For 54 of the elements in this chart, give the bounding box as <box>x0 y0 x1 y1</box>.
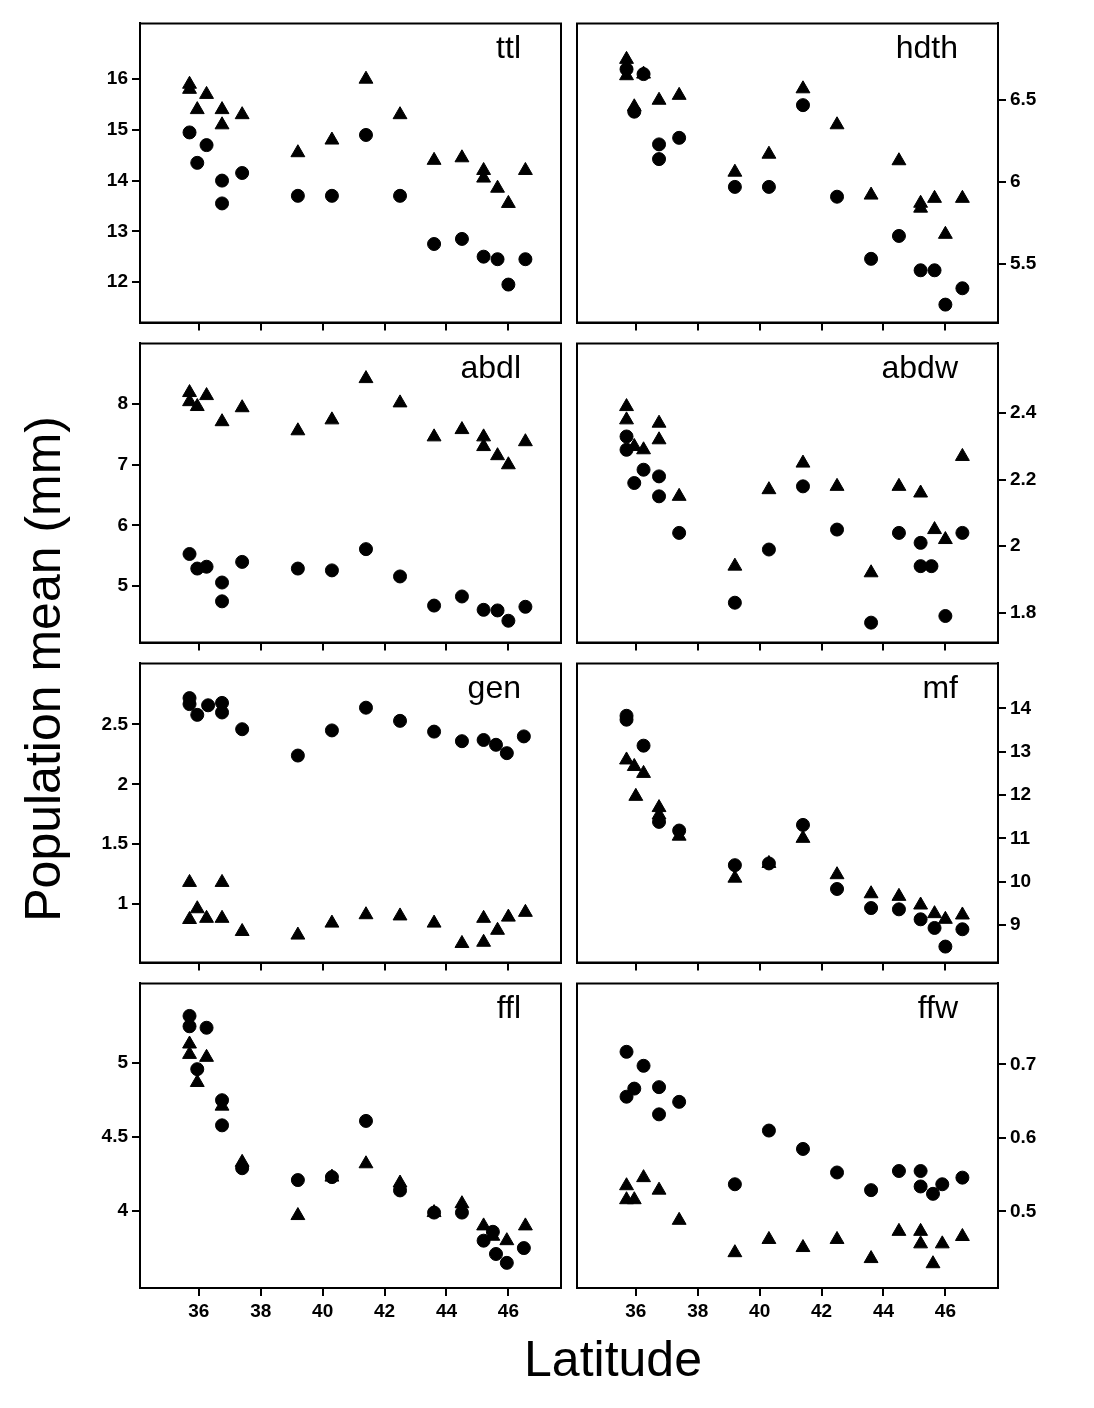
chart-title: ffw <box>917 989 959 1026</box>
x-tick-label: 46 <box>497 1299 519 1321</box>
y-tick-label: 0.7 <box>1010 1052 1037 1074</box>
y-tick-label: 6 <box>117 513 128 535</box>
y-tick-label: 14 <box>106 168 129 190</box>
y-tick-label: 1.5 <box>101 832 129 854</box>
y-axis-title: Population mean (mm) <box>14 416 72 922</box>
x-tick-label: 44 <box>435 1299 458 1321</box>
y-tick-label: 5 <box>117 574 129 596</box>
y-tick-label: 15 <box>106 118 129 140</box>
y-tick-label: 4 <box>117 1199 129 1221</box>
x-tick-label: 36 <box>625 1299 647 1321</box>
x-tick-label: 38 <box>687 1299 709 1321</box>
y-tick-label: 11 <box>1010 826 1031 848</box>
y-tick-label: 6.5 <box>1010 88 1037 110</box>
x-tick-label: 40 <box>749 1299 771 1321</box>
x-tick-label: 42 <box>373 1299 396 1321</box>
y-tick-label: 1 <box>117 892 129 914</box>
x-tick-label: 44 <box>872 1299 895 1321</box>
y-tick-label: 12 <box>106 270 128 292</box>
y-tick-label: 16 <box>106 67 128 89</box>
chart-title: hdth <box>895 29 958 66</box>
chart-title: ttl <box>496 29 521 66</box>
x-tick-label: 42 <box>810 1299 833 1321</box>
y-tick-label: 12 <box>1010 783 1032 805</box>
y-tick-label: 14 <box>1010 696 1032 718</box>
y-tick-label: 2 <box>1010 534 1021 556</box>
y-tick-label: 13 <box>1010 739 1032 761</box>
y-tick-label: 0.6 <box>1010 1126 1037 1148</box>
y-tick-label: 2.5 <box>101 712 129 734</box>
x-tick-label: 36 <box>188 1299 210 1321</box>
y-tick-label: 13 <box>106 219 128 241</box>
y-tick-label: 5 <box>117 1051 129 1073</box>
y-tick-label: 4.5 <box>101 1125 129 1147</box>
y-tick-label: 1.8 <box>1010 600 1037 622</box>
chart-title: gen <box>467 669 521 706</box>
x-tick-label: 46 <box>934 1299 956 1321</box>
y-tick-label: 8 <box>117 392 128 414</box>
x-tick-label: 38 <box>250 1299 272 1321</box>
chart-title: ffl <box>496 989 521 1026</box>
y-tick-label: 2.2 <box>1010 467 1037 489</box>
y-tick-label: 5.5 <box>1010 251 1037 273</box>
x-axis-title: Latitude <box>523 1330 703 1388</box>
y-tick-label: 2.4 <box>1010 401 1037 423</box>
y-tick-label: 0.5 <box>1010 1199 1037 1221</box>
y-tick-label: 10 <box>1010 869 1032 891</box>
chart-title: abdw <box>881 349 959 386</box>
chart-title: abdl <box>460 349 521 386</box>
y-tick-label: 2 <box>117 772 128 794</box>
y-tick-label: 9 <box>1010 913 1021 935</box>
chart-title: mf <box>922 669 959 706</box>
y-tick-label: 7 <box>117 453 128 475</box>
x-tick-label: 40 <box>312 1299 334 1321</box>
y-tick-label: 6 <box>1010 170 1021 192</box>
